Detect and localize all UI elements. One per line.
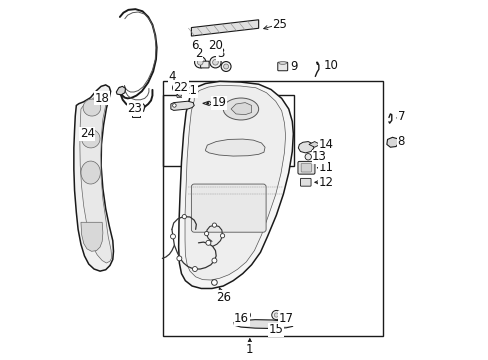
- Polygon shape: [80, 92, 111, 263]
- Circle shape: [271, 310, 281, 320]
- Polygon shape: [386, 137, 398, 147]
- Circle shape: [212, 59, 218, 65]
- FancyBboxPatch shape: [200, 61, 209, 68]
- Circle shape: [194, 57, 205, 68]
- Circle shape: [172, 104, 176, 107]
- Circle shape: [212, 223, 216, 227]
- Text: r: r: [135, 111, 137, 117]
- Circle shape: [206, 102, 209, 105]
- Text: 16: 16: [234, 312, 249, 325]
- Circle shape: [204, 231, 208, 236]
- Polygon shape: [81, 130, 100, 148]
- Text: 1: 1: [245, 342, 253, 356]
- Polygon shape: [129, 103, 144, 113]
- Circle shape: [177, 91, 183, 96]
- Text: 3: 3: [216, 47, 224, 60]
- Circle shape: [182, 215, 186, 219]
- Polygon shape: [81, 161, 100, 184]
- Text: 9: 9: [290, 60, 297, 73]
- Polygon shape: [298, 141, 313, 153]
- Text: 7: 7: [397, 110, 404, 123]
- Circle shape: [211, 258, 217, 263]
- Text: 21: 21: [182, 84, 197, 97]
- Bar: [163, 95, 293, 166]
- Circle shape: [175, 86, 179, 90]
- FancyBboxPatch shape: [191, 184, 265, 232]
- Polygon shape: [176, 93, 183, 98]
- Text: 1: 1: [245, 342, 253, 356]
- Text: 12: 12: [318, 176, 333, 189]
- Circle shape: [220, 234, 224, 238]
- Text: 15: 15: [268, 323, 283, 336]
- Polygon shape: [83, 99, 101, 116]
- Text: 2: 2: [194, 47, 202, 60]
- Circle shape: [305, 154, 311, 160]
- Circle shape: [209, 57, 221, 68]
- Text: 11: 11: [318, 161, 333, 174]
- Circle shape: [211, 280, 217, 285]
- Circle shape: [223, 64, 228, 69]
- Circle shape: [274, 313, 278, 317]
- Text: 22: 22: [173, 81, 188, 94]
- Polygon shape: [81, 222, 102, 251]
- FancyBboxPatch shape: [301, 163, 311, 172]
- Text: 26: 26: [215, 291, 230, 304]
- Circle shape: [177, 256, 182, 261]
- FancyBboxPatch shape: [300, 179, 310, 186]
- Polygon shape: [203, 101, 211, 105]
- Text: 14: 14: [318, 138, 333, 150]
- Ellipse shape: [278, 62, 286, 64]
- Text: 24: 24: [80, 127, 95, 140]
- Text: 18: 18: [95, 92, 109, 105]
- Text: 20: 20: [207, 40, 223, 53]
- Circle shape: [170, 234, 175, 239]
- Polygon shape: [205, 139, 264, 156]
- Text: 5: 5: [322, 140, 329, 153]
- FancyBboxPatch shape: [277, 62, 287, 71]
- Circle shape: [221, 62, 230, 72]
- Text: 13: 13: [311, 150, 326, 163]
- FancyBboxPatch shape: [297, 161, 314, 174]
- Text: 8: 8: [397, 135, 404, 148]
- Text: 25: 25: [272, 18, 287, 31]
- Text: 23: 23: [127, 103, 142, 116]
- Circle shape: [244, 312, 250, 318]
- Circle shape: [205, 240, 210, 245]
- Polygon shape: [116, 86, 125, 95]
- Circle shape: [192, 266, 197, 271]
- Polygon shape: [178, 81, 293, 288]
- Polygon shape: [184, 85, 285, 280]
- Polygon shape: [308, 141, 320, 147]
- Text: 19: 19: [211, 96, 226, 109]
- Text: 4: 4: [168, 70, 176, 83]
- Circle shape: [197, 59, 203, 65]
- Text: 10: 10: [323, 59, 338, 72]
- Polygon shape: [170, 101, 194, 111]
- Polygon shape: [191, 20, 258, 36]
- Bar: [163, 81, 382, 336]
- FancyBboxPatch shape: [132, 111, 140, 117]
- Circle shape: [172, 83, 182, 93]
- Polygon shape: [74, 85, 113, 271]
- Polygon shape: [233, 320, 293, 328]
- Text: 17: 17: [278, 312, 293, 325]
- Polygon shape: [230, 103, 251, 114]
- Ellipse shape: [223, 98, 258, 120]
- Text: 6: 6: [191, 40, 198, 53]
